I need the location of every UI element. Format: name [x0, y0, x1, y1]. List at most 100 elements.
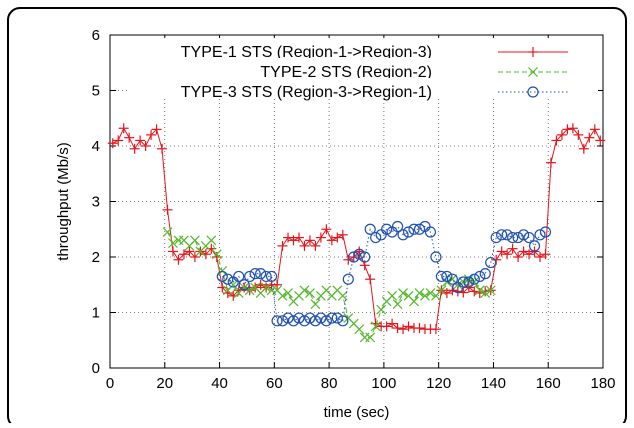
circle-marker — [435, 270, 448, 283]
cross-marker-b — [425, 288, 436, 298]
data-point — [216, 270, 228, 283]
data-point — [435, 270, 448, 283]
legend-label: TYPE-1 STS (Region-1->Region-3) — [181, 44, 432, 61]
circle-marker — [517, 229, 530, 241]
cross-marker-b — [420, 290, 430, 301]
data-point — [178, 249, 189, 260]
data-point — [293, 312, 305, 324]
data-point — [249, 268, 261, 280]
data-point — [364, 223, 376, 235]
data-point — [167, 246, 178, 257]
series-2 — [162, 227, 496, 343]
data-point — [299, 240, 310, 251]
data-point — [452, 279, 463, 290]
x-tick-label: 160 — [536, 375, 561, 392]
data-point — [271, 315, 283, 327]
cross-marker-b — [168, 238, 178, 249]
data-point — [507, 243, 518, 254]
series-3 — [216, 220, 552, 327]
data-point — [446, 273, 458, 285]
cross-marker-b — [452, 279, 463, 290]
data-point — [528, 240, 541, 252]
data-point — [206, 235, 217, 246]
data-point — [518, 246, 529, 257]
data-point — [578, 143, 589, 154]
data-point — [370, 231, 382, 244]
cross-marker-b — [370, 321, 381, 332]
data-point — [507, 231, 519, 244]
data-point — [283, 288, 293, 298]
circle-marker — [238, 279, 250, 291]
data-point — [309, 315, 322, 327]
circle-marker — [244, 270, 256, 283]
circle-marker — [474, 270, 486, 283]
data-point — [354, 246, 365, 257]
data-point — [342, 273, 354, 285]
data-point — [299, 285, 310, 296]
cross-marker-b — [376, 304, 387, 315]
data-point — [517, 229, 530, 241]
data-point — [146, 129, 157, 140]
data-point — [468, 273, 480, 285]
data-point — [233, 270, 245, 283]
data-point — [118, 123, 129, 134]
cross-marker-b — [337, 290, 348, 301]
x-tick-label: 120 — [426, 375, 451, 392]
data-point — [430, 251, 442, 263]
data-point — [173, 254, 184, 265]
circle-marker — [490, 231, 502, 244]
data-point — [474, 285, 485, 296]
data-point — [501, 229, 513, 241]
data-point — [113, 135, 124, 146]
cross-marker-b — [398, 288, 408, 298]
x-tick-label: 100 — [371, 375, 396, 392]
cross-marker-b — [480, 288, 491, 298]
data-point — [398, 324, 409, 335]
cross-marker-b — [244, 285, 255, 296]
data-point — [424, 226, 437, 238]
circle-marker — [496, 229, 508, 241]
y-tick-label: 3 — [92, 194, 100, 211]
cross-marker-b — [343, 313, 354, 323]
circle-marker — [539, 226, 552, 238]
circle-marker — [359, 251, 371, 263]
data-point — [151, 124, 162, 135]
data-point — [420, 290, 430, 301]
y-tick-label: 6 — [92, 27, 100, 44]
data-point — [535, 252, 546, 262]
data-point — [277, 290, 288, 301]
legend-swatch-marker — [528, 47, 538, 57]
circle-marker — [287, 315, 300, 327]
cross-marker-b — [332, 285, 343, 296]
data-point — [376, 304, 387, 315]
circle-marker — [216, 270, 228, 283]
circle-marker — [507, 231, 519, 244]
circle-marker — [463, 276, 475, 288]
data-point — [255, 268, 267, 280]
data-point — [337, 229, 348, 240]
circle-marker — [255, 268, 267, 280]
data-point — [337, 315, 349, 327]
cross-marker-b — [189, 235, 200, 246]
data-point — [414, 323, 425, 334]
legend-label: TYPE-2 STS (Region-2) — [260, 64, 432, 81]
cross-marker-b — [310, 299, 321, 310]
cross-marker-b — [305, 288, 315, 298]
circle-marker — [271, 315, 283, 327]
data-point — [184, 246, 195, 257]
circle-marker — [222, 273, 234, 285]
legend: TYPE-1 STS (Region-1->Region-3) TYPE-2 ST… — [128, 38, 598, 101]
data-point — [414, 288, 425, 298]
data-point — [162, 227, 173, 237]
data-point — [189, 252, 200, 262]
data-point — [107, 138, 118, 149]
data-point — [381, 223, 393, 235]
data-point — [480, 288, 491, 298]
data-point — [387, 290, 398, 301]
data-point — [168, 238, 178, 249]
circle-marker — [408, 223, 420, 235]
data-point — [305, 288, 315, 298]
data-point — [162, 204, 173, 215]
data-point — [288, 235, 299, 246]
